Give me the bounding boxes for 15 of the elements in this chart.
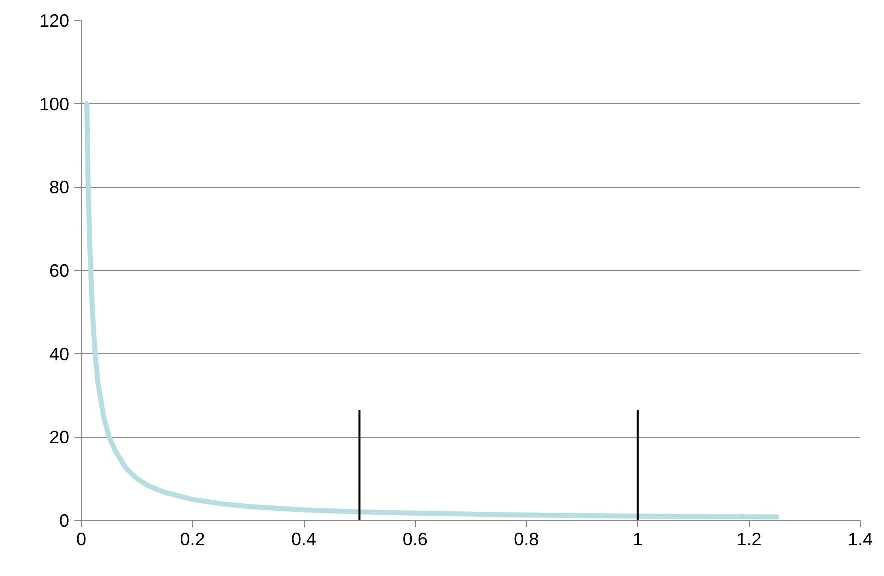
y-tick-label: 20 [49,428,70,448]
y-tick-label: 80 [49,178,70,198]
y-tick-label: 0 [59,511,70,531]
y-tick-label: 40 [49,344,70,364]
y-tick-label: 100 [39,94,70,114]
x-tick-label: 1.4 [848,530,874,550]
x-tick-label: 0.6 [402,530,428,550]
x-tick-label: 1 [632,530,643,550]
y-tick-label: 60 [49,261,70,281]
x-tick-label: 0 [76,530,87,550]
x-tick-label: 0.8 [514,530,540,550]
y-tick-label: 120 [39,11,70,31]
x-tick-label: 1.2 [736,530,762,550]
x-tick-label: 0.2 [180,530,206,550]
x-tick-label: 0.4 [292,530,317,550]
